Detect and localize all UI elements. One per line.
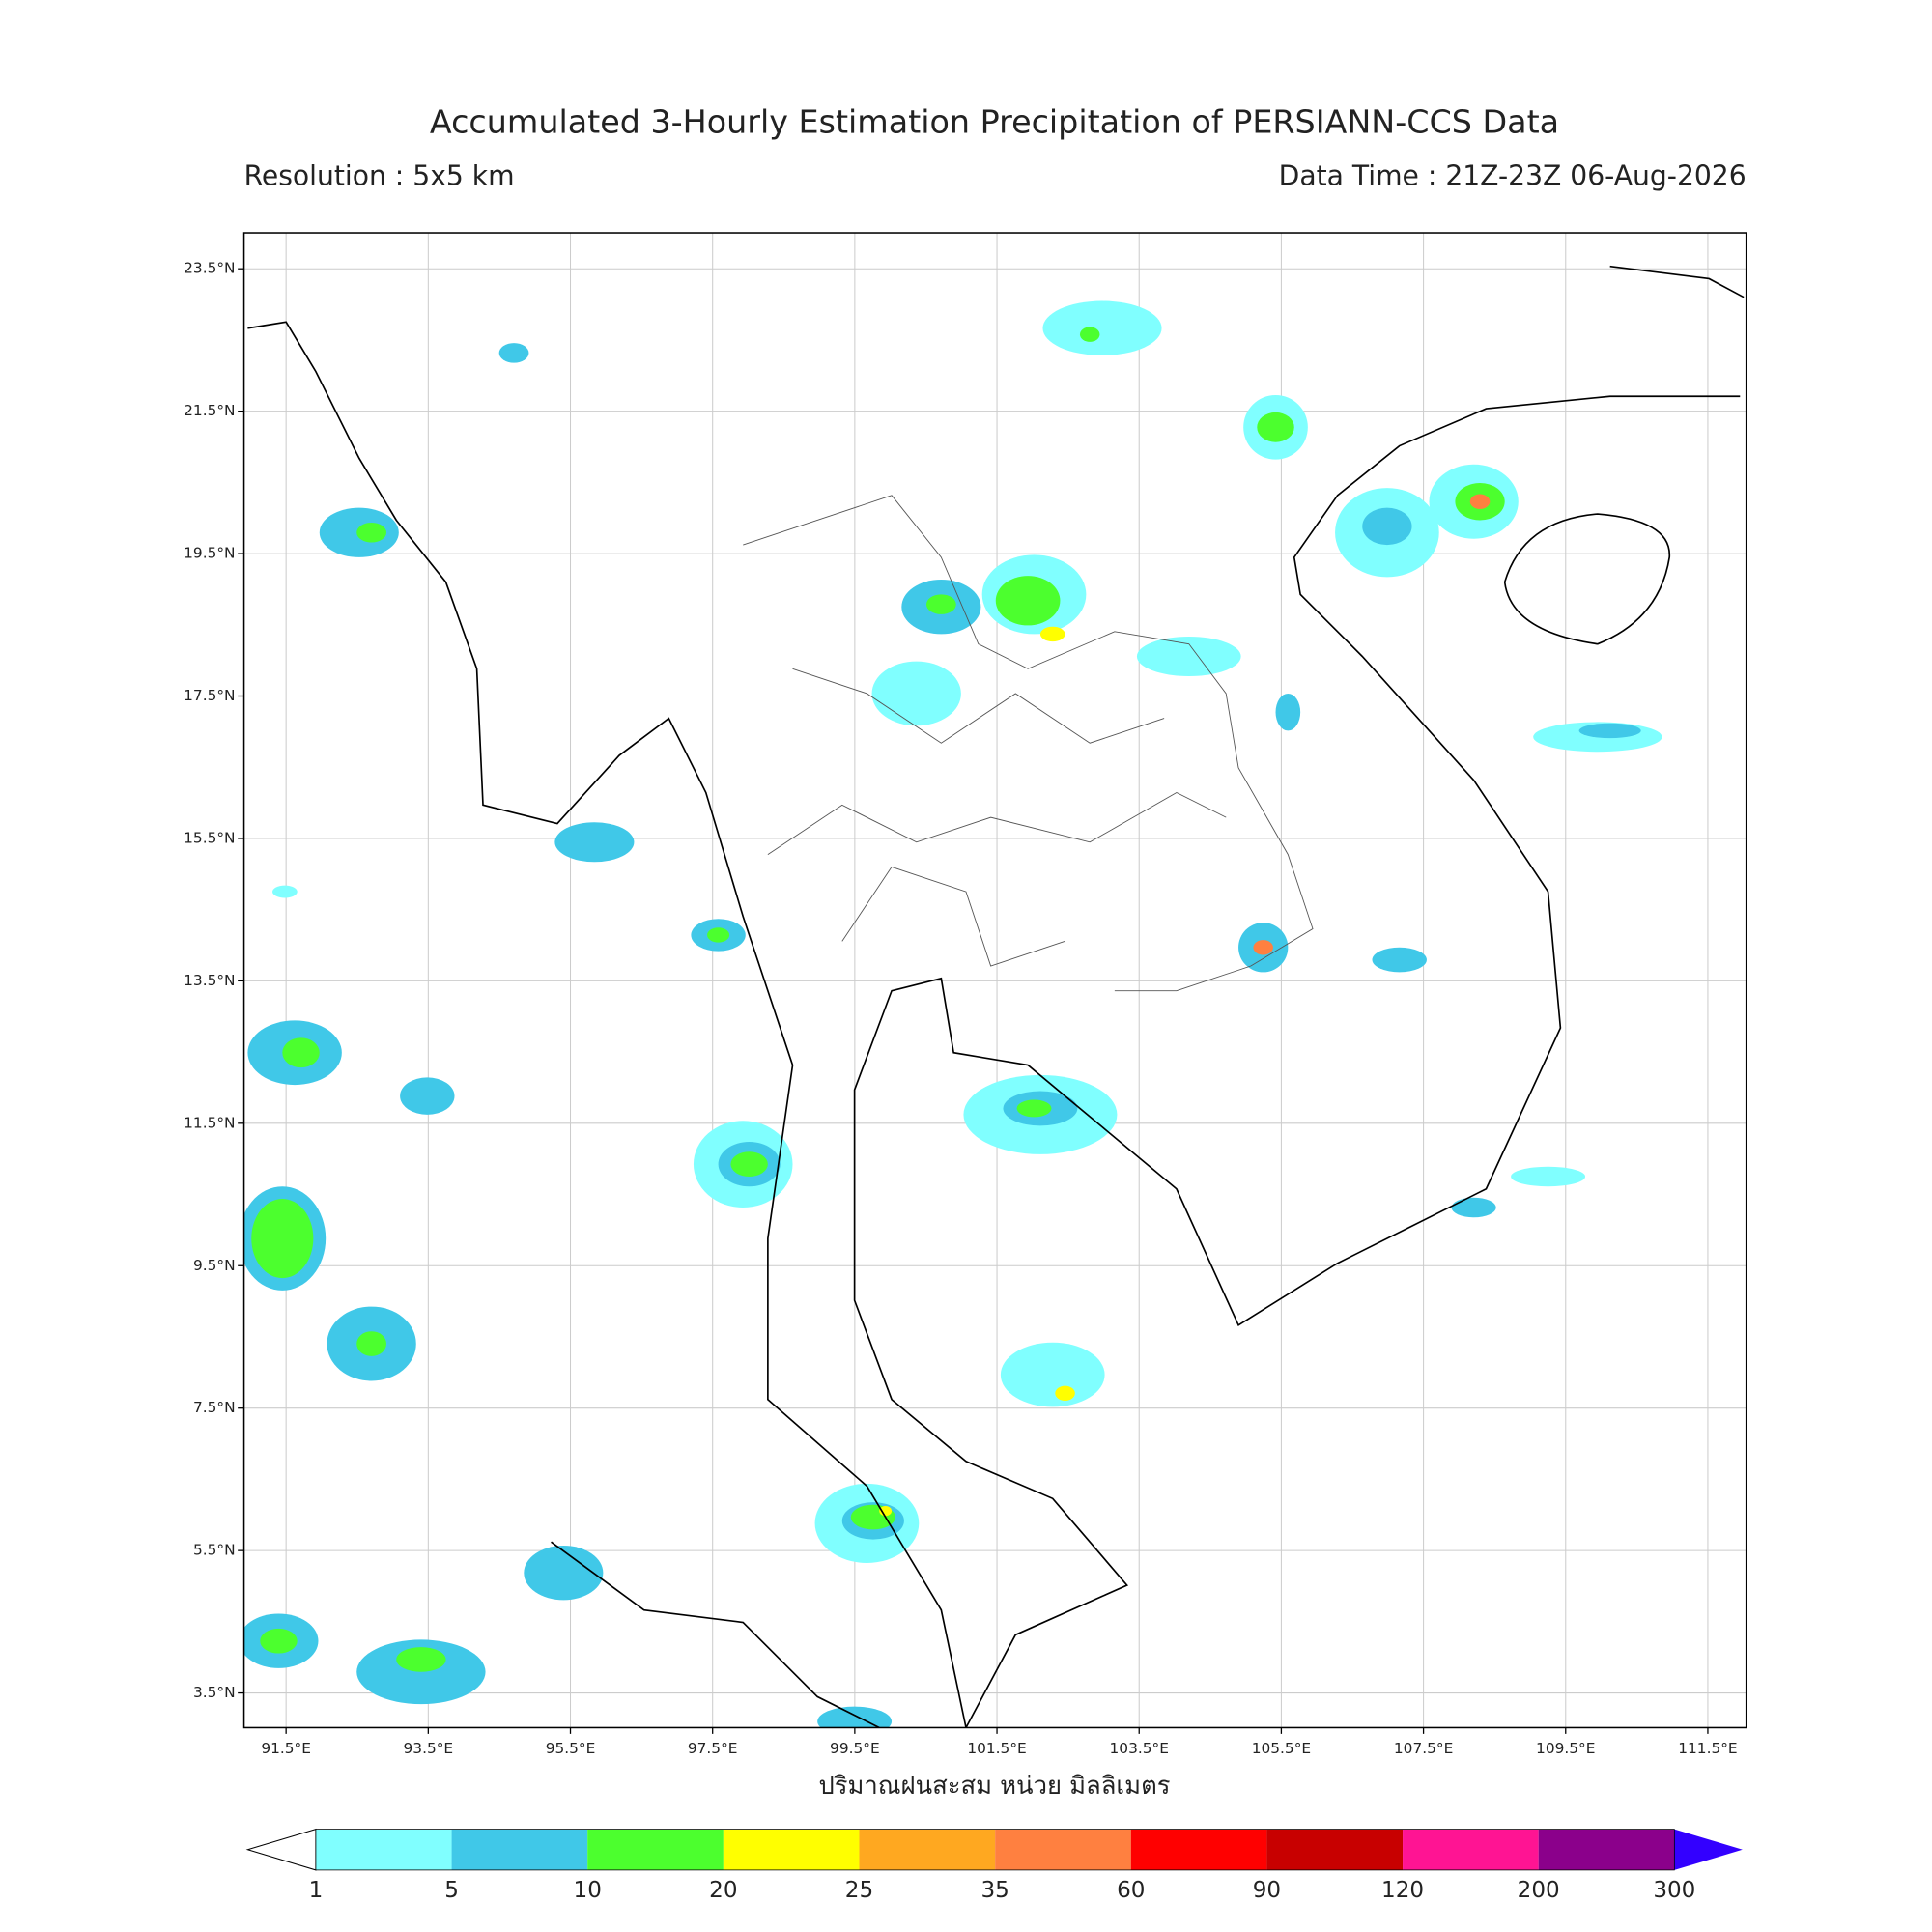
- rain-cell: [400, 1077, 455, 1115]
- rain-cell: [817, 1706, 893, 1728]
- lat-label: 5.5°N: [193, 1542, 236, 1559]
- lat-label: 13.5°N: [184, 972, 235, 989]
- rain-cell: [1253, 940, 1273, 955]
- coastlines: [247, 265, 1745, 1728]
- colorbar-swatch: [1403, 1829, 1539, 1870]
- rain-cell: [554, 822, 635, 863]
- rain-cell: [1136, 636, 1241, 676]
- rain-cell: [524, 1546, 604, 1601]
- lon-label: 103.5°E: [1110, 1740, 1169, 1757]
- rain-cell: [356, 523, 386, 543]
- rain-cell: [871, 661, 961, 726]
- lon-label: 107.5°E: [1394, 1740, 1453, 1757]
- coastline: [551, 1541, 880, 1728]
- lat-label: 15.5°N: [184, 829, 235, 846]
- lon-label: 99.5°E: [830, 1740, 880, 1757]
- lon-label: 105.5°E: [1252, 1740, 1311, 1757]
- lon-label: 91.5°E: [261, 1740, 311, 1757]
- lat-label: 21.5°N: [184, 402, 235, 419]
- rain-cell: [1451, 1197, 1496, 1218]
- rain-cell: [272, 885, 298, 898]
- lat-label: 9.5°N: [193, 1257, 236, 1274]
- lon-label: 95.5°E: [546, 1740, 596, 1757]
- rain-cell: [707, 927, 730, 943]
- rain-cell: [995, 576, 1061, 626]
- lat-label: 3.5°N: [193, 1684, 236, 1701]
- colorbar-swatch: [1130, 1829, 1267, 1870]
- colorbar-swatch: [451, 1829, 588, 1870]
- lat-label: 19.5°N: [184, 545, 235, 562]
- coastline: [1609, 265, 1745, 298]
- rain-cell: [1257, 412, 1294, 442]
- rain-cell: [1469, 494, 1491, 509]
- colorbar-label: 1: [309, 1878, 324, 1903]
- colorbar-label: 20: [709, 1878, 737, 1903]
- rain-cell: [1055, 1385, 1075, 1401]
- data-time: Data Time : 21Z-23Z 06-Aug-2026: [1279, 159, 1747, 191]
- colorbar-swatch: [1266, 1829, 1404, 1870]
- rain-cell: [1578, 723, 1641, 739]
- colorbar-swatch: [859, 1829, 996, 1870]
- rain-cell: [1042, 300, 1162, 355]
- graticule: 23.5°N 21.5°N 19.5°N 17.5°N 15.5°N 13.5°N 11.5…: [184, 233, 1747, 1757]
- rain-cell: [1362, 507, 1412, 546]
- colorbar-label: 60: [1117, 1878, 1145, 1903]
- lon-label: 109.5°E: [1536, 1740, 1595, 1757]
- rain-cell: [282, 1037, 320, 1068]
- rain-cell: [1079, 327, 1100, 342]
- colorbar: 1 5 10 20 25 35 60 90 120 200 300: [245, 1828, 1743, 1903]
- colorbar-swatch: [1538, 1829, 1675, 1870]
- resolution: Resolution : 5x5 km: [244, 159, 515, 191]
- colorbar-label: 90: [1253, 1878, 1281, 1903]
- lat-label: 23.5°N: [184, 260, 235, 277]
- colorbar-label: 300: [1653, 1878, 1695, 1903]
- rain-cell: [730, 1151, 768, 1177]
- x-label: ปริมาณฝนสะสม หน่วย มิลลิเมตร: [818, 1772, 1170, 1801]
- colorbar-label: 120: [1381, 1878, 1424, 1903]
- lat-label: 7.5°N: [193, 1399, 236, 1416]
- rain-cell: [1039, 626, 1065, 642]
- rain-cell: [251, 1199, 314, 1279]
- title: Accumulated 3-Hourly Estimation Precipit…: [430, 103, 1559, 141]
- coastline: [853, 395, 1741, 1728]
- colorbar-label: 200: [1518, 1878, 1560, 1903]
- lon-label: 101.5°E: [967, 1740, 1026, 1757]
- colorbar-over: [1674, 1829, 1743, 1870]
- border: [841, 866, 1065, 967]
- colorbar-outline: [315, 1829, 1675, 1871]
- colorbar-label: 25: [845, 1878, 873, 1903]
- coastline: [1503, 513, 1671, 645]
- colorbar-swatch: [723, 1829, 860, 1870]
- border: [743, 495, 1314, 992]
- rain-cell: [925, 594, 956, 614]
- rain-cell: [1000, 1342, 1105, 1407]
- rain-cell: [260, 1628, 298, 1654]
- lon-label: 111.5°E: [1678, 1740, 1737, 1757]
- rain-cell: [1372, 947, 1427, 973]
- colorbar-swatch: [587, 1829, 724, 1870]
- rain-cell: [1275, 693, 1301, 731]
- colorbar-label: 5: [444, 1878, 459, 1903]
- rain-cell: [396, 1647, 446, 1672]
- rain-field: [243, 300, 1662, 1728]
- colorbar-label: 35: [980, 1878, 1009, 1903]
- map-frame: [242, 232, 1747, 1729]
- colorbar-under: [245, 1828, 317, 1871]
- lat-label: 11.5°N: [184, 1114, 235, 1131]
- lat-label: 17.5°N: [184, 687, 235, 704]
- rain-cell: [1511, 1166, 1586, 1187]
- border: [792, 668, 1165, 744]
- border: [767, 792, 1227, 855]
- coastline: [247, 321, 967, 1728]
- colorbar-label: 10: [574, 1878, 602, 1903]
- rain-cell: [498, 343, 529, 363]
- rain-cell: [356, 1331, 386, 1356]
- colorbar-swatch: [315, 1829, 452, 1870]
- colorbar-swatch: [995, 1829, 1131, 1870]
- lon-label: 97.5°E: [688, 1740, 738, 1757]
- rain-cell: [1016, 1099, 1052, 1118]
- lon-label: 93.5°E: [404, 1740, 454, 1757]
